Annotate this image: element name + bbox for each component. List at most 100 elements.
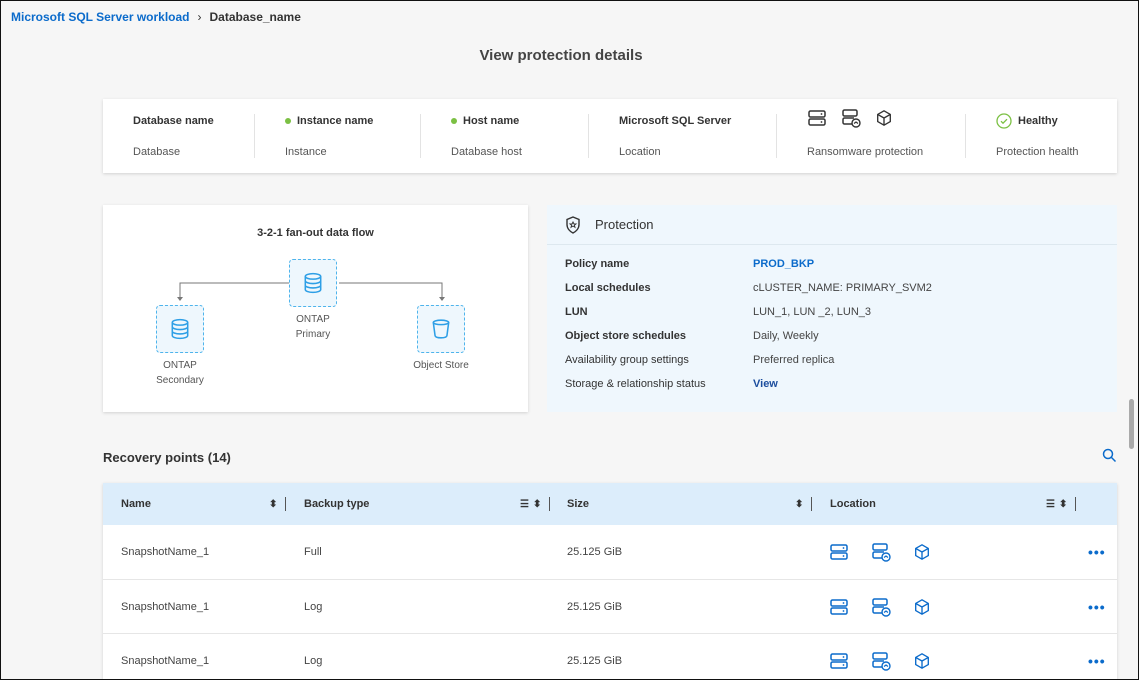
summary-label: Database name xyxy=(133,115,214,127)
cell-size: 25.125 GiB xyxy=(567,546,623,558)
policy-link[interactable]: PROD_BKP xyxy=(753,258,815,270)
label-line: Primary xyxy=(295,329,331,340)
more-actions-icon[interactable]: ••• xyxy=(1088,653,1106,669)
summary-host: Host name Database host xyxy=(421,114,589,158)
server-icon xyxy=(829,597,849,617)
protection-panel: Protection Policy name PROD_BKP Local sch… xyxy=(547,205,1117,412)
view-status-link[interactable]: View xyxy=(753,378,778,390)
filter-sort-control[interactable]: ☰ ⬍ xyxy=(520,497,551,511)
cube-icon xyxy=(875,109,893,127)
row-value: LUN_1, LUN _2, LUN_3 xyxy=(753,306,872,318)
protection-row: LUN LUN_1, LUN _2, LUN_3 xyxy=(565,306,871,318)
flow-node-primary xyxy=(289,259,337,307)
summary-value: Database xyxy=(133,146,181,158)
summary-label: Instance name xyxy=(297,115,374,127)
breadcrumb-current: Database_name xyxy=(209,10,301,24)
row-label: Object store schedules xyxy=(565,330,687,342)
protection-title: Protection xyxy=(595,217,654,232)
summary-label: Microsoft SQL Server xyxy=(619,115,732,127)
row-value: cLUSTER_NAME: PRIMARY_SVM2 xyxy=(753,282,932,294)
summary-location: Microsoft SQL Server Location xyxy=(589,114,777,158)
more-actions-icon[interactable]: ••• xyxy=(1088,544,1106,560)
row-label: Local schedules xyxy=(565,282,651,294)
flow-connectors xyxy=(177,282,445,301)
column-name[interactable]: Name xyxy=(121,498,151,510)
cell-name: SnapshotName_1 xyxy=(121,655,210,667)
label-line: ONTAP xyxy=(296,314,330,325)
summary-value: Database host xyxy=(451,146,522,158)
database-icon xyxy=(169,318,191,340)
server-shield-icon xyxy=(871,542,891,562)
summary-health: Healthy Protection health xyxy=(966,113,1116,158)
sort-icon[interactable]: ⬍ xyxy=(532,498,542,510)
row-value: Preferred replica xyxy=(753,354,835,366)
protection-row: Availability group settings Preferred rep… xyxy=(565,354,834,366)
check-circle-icon xyxy=(996,113,1012,129)
cell-location xyxy=(829,634,931,680)
status-dot xyxy=(285,118,291,124)
table-header: Name ⬍ Backup type ☰ ⬍ Size ⬍ Location ☰ ⬍ xyxy=(103,483,1117,525)
more-actions-icon[interactable]: ••• xyxy=(1088,598,1106,615)
flow-label-primary: ONTAP Primary xyxy=(268,312,358,342)
scrollbar[interactable] xyxy=(1129,399,1134,449)
table-row[interactable]: SnapshotName_1 Log 25.125 GiB ••• xyxy=(103,580,1117,634)
protection-row: Storage & relationship status View xyxy=(565,378,778,390)
cell-name: SnapshotName_1 xyxy=(121,546,210,558)
breadcrumb-parent-link[interactable]: Microsoft SQL Server workload xyxy=(11,10,190,24)
flow-node-object-store xyxy=(417,305,465,353)
search-icon[interactable] xyxy=(1102,448,1117,463)
flow-label-object-store: Object Store xyxy=(413,360,469,371)
label-line: ONTAP xyxy=(163,360,197,371)
server-icon xyxy=(829,651,849,671)
row-label: Policy name xyxy=(565,258,630,270)
cell-backup-type: Log xyxy=(304,655,323,667)
data-flow-card: 3-2-1 fan-out data flow ONTAP Primary ONT… xyxy=(103,205,528,412)
server-icon xyxy=(807,108,827,128)
filter-sort-control[interactable]: ☰ ⬍ xyxy=(1046,497,1077,511)
summary-value: Protection health xyxy=(996,146,1079,158)
protection-row: Local schedules cLUSTER_NAME: PRIMARY_SVM… xyxy=(565,282,932,294)
row-label: Storage & relationship status xyxy=(565,378,706,390)
status-dot xyxy=(451,118,457,124)
sort-icon[interactable]: ⬍ xyxy=(269,498,278,510)
sort-icon[interactable]: ⬍ xyxy=(795,498,804,510)
sort-icon[interactable]: ⬍ xyxy=(1058,498,1068,510)
row-value: Daily, Weekly xyxy=(753,330,819,342)
protection-row: Object store schedules Daily, Weekly xyxy=(565,330,819,342)
summary-database: Database name Database xyxy=(103,114,255,158)
cube-icon xyxy=(913,598,931,616)
cell-location xyxy=(829,525,931,579)
summary-label: Healthy xyxy=(1018,115,1058,127)
flow-title: 3-2-1 fan-out data flow xyxy=(257,227,374,239)
summary-instance: Instance name Instance xyxy=(255,114,421,158)
database-icon xyxy=(302,272,324,294)
server-shield-icon xyxy=(871,597,891,617)
server-icon xyxy=(829,542,849,562)
table-row[interactable]: SnapshotName_1 Log 25.125 GiB ••• xyxy=(103,634,1117,680)
cell-size: 25.125 GiB xyxy=(567,600,623,613)
page-title: View protection details xyxy=(479,47,643,64)
summary-card: Database name Database Instance name Ins… xyxy=(103,99,1117,173)
cube-icon xyxy=(913,652,931,670)
protection-row: Policy name PROD_BKP xyxy=(565,258,814,270)
sort-control[interactable]: ⬍ xyxy=(269,497,287,511)
column-size[interactable]: Size xyxy=(567,498,590,510)
flow-label-secondary: ONTAP Secondary xyxy=(135,358,225,388)
column-backup-type[interactable]: Backup type xyxy=(304,498,370,510)
server-shield-icon xyxy=(871,651,891,671)
chevron-right-icon: › xyxy=(197,10,202,24)
filter-icon[interactable]: ☰ xyxy=(1046,498,1055,510)
recovery-points-table: Name ⬍ Backup type ☰ ⬍ Size ⬍ Location ☰ ⬍… xyxy=(103,483,1117,680)
recovery-points-title: Recovery points (14) xyxy=(103,450,231,465)
sort-control[interactable]: ⬍ xyxy=(795,497,813,511)
bucket-icon xyxy=(432,319,450,339)
table-row[interactable]: SnapshotName_1 Full 25.125 GiB ••• xyxy=(103,525,1117,580)
row-label: LUN xyxy=(565,306,588,318)
label-line: Secondary xyxy=(156,375,204,386)
column-location[interactable]: Location xyxy=(830,498,876,510)
summary-value: Ransomware protection xyxy=(807,146,924,158)
cell-size: 25.125 GiB xyxy=(567,655,623,667)
flow-node-secondary xyxy=(156,305,204,353)
filter-icon[interactable]: ☰ xyxy=(520,498,529,510)
row-label: Availability group settings xyxy=(565,354,689,366)
